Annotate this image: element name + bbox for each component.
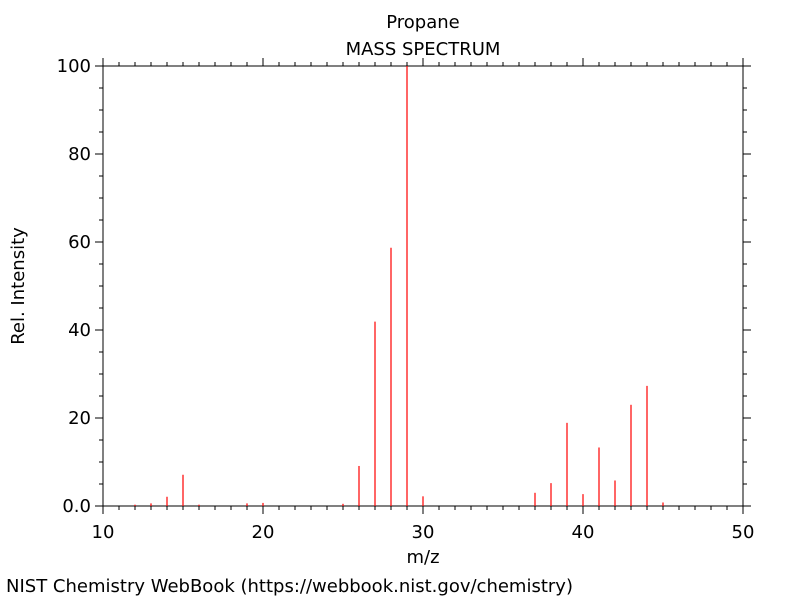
y-axis-ticks: 0.0 20 40 60 80 100 [57,56,751,517]
x-tick-label: 10 [92,522,115,543]
x-tick-label: 50 [732,522,755,543]
x-tick-label: 20 [252,522,275,543]
y-tick-label: 20 [68,408,91,429]
chart-title: Propane [386,12,460,33]
x-tick-label: 40 [572,522,595,543]
y-tick-label: 80 [68,144,91,165]
source-credit: NIST Chemistry WebBook (https://webbook.… [6,576,573,597]
peaks-layer [134,66,664,506]
y-axis-label: Rel. Intensity [8,227,29,345]
chart-subtitle: MASS SPECTRUM [346,39,501,60]
x-axis-ticks: 10 20 30 40 50 [92,58,755,543]
y-tick-label: 40 [68,320,91,341]
y-tick-label: 0.0 [62,496,91,517]
y-tick-label: 60 [68,232,91,253]
x-tick-label: 30 [412,522,435,543]
mass-spectrum-chart: Propane MASS SPECTRUM 10 20 30 40 50 0.0 20 40… [8,12,755,568]
y-tick-label: 100 [57,56,91,77]
x-axis-label: m/z [406,547,439,568]
